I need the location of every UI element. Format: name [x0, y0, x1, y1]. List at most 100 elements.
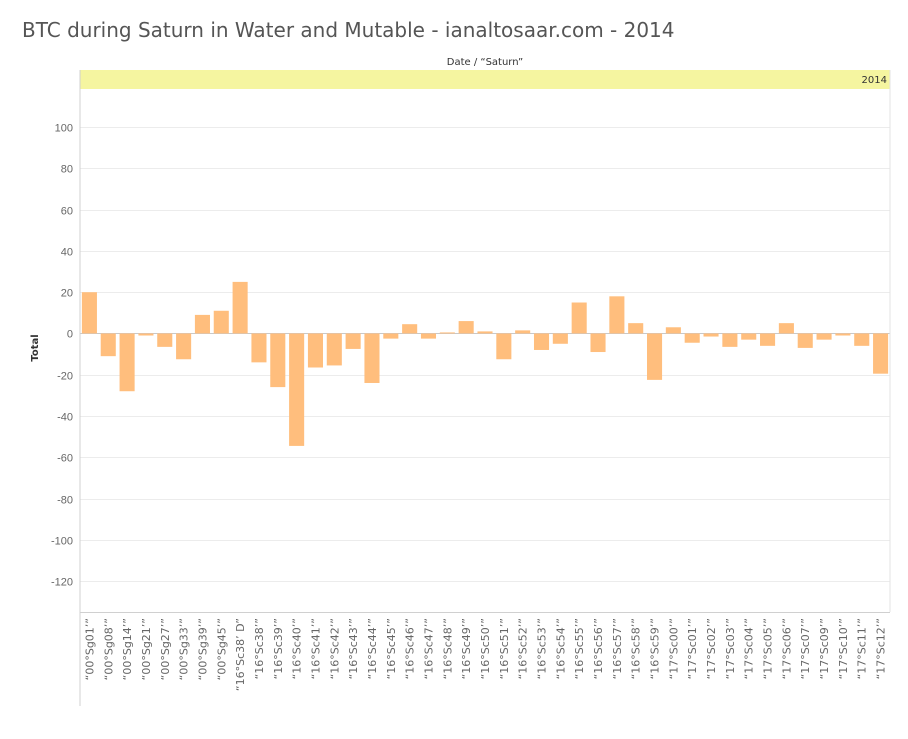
bar[interactable] — [458, 321, 474, 334]
y-tick-label: 80 — [61, 164, 73, 176]
bar[interactable] — [383, 333, 399, 339]
bar[interactable] — [364, 333, 380, 383]
bar[interactable] — [533, 333, 550, 350]
y-tick-label: -100 — [51, 536, 73, 548]
y-axis-ticks: 100 80 60 40 20 0 -20 -40 -60 -80 -100 -120 — [51, 123, 73, 589]
x-tick-label: “17°Sc05’” — [762, 618, 775, 679]
bar[interactable] — [402, 324, 418, 334]
bar[interactable] — [552, 333, 568, 344]
bar[interactable] — [81, 292, 97, 334]
bar[interactable] — [816, 333, 832, 340]
x-tick-label: “16°Sc49’” — [460, 618, 473, 679]
bars — [81, 281, 889, 446]
x-tick-label: “16°Sc52’” — [517, 618, 530, 679]
bar[interactable] — [270, 333, 286, 388]
x-tick-label: “17°Sc09’” — [818, 618, 831, 679]
bar[interactable] — [760, 333, 776, 346]
bar[interactable] — [647, 333, 663, 380]
y-tick-label: -80 — [57, 495, 73, 507]
x-tick-label: “16°Sc47’” — [423, 618, 436, 679]
bar[interactable] — [628, 323, 644, 334]
x-tick-label: “16°Sc51’” — [498, 618, 511, 679]
x-tick-label: “16°Sc39’” — [272, 618, 285, 679]
x-tick-label: “16°Sc38’ D” — [234, 618, 247, 691]
x-tick-label: “16°Sc45’” — [385, 618, 398, 679]
y-tick-label: 40 — [61, 247, 73, 259]
x-tick-label: “16°Sc38’” — [253, 618, 266, 679]
x-tick-label: “16°Sc53’” — [536, 618, 549, 679]
bar[interactable] — [194, 314, 210, 334]
x-tick-label: “16°Sc54’” — [554, 618, 567, 679]
x-tick-label: “00°Sg21’” — [140, 618, 153, 680]
x-tick-label: “16°Sc48’” — [441, 618, 454, 679]
x-tick-label: “16°Sc43’” — [347, 618, 360, 679]
x-tick-label: “00°Sg39’” — [196, 618, 209, 680]
bar[interactable] — [835, 333, 851, 336]
bar[interactable] — [703, 333, 719, 337]
x-tick-label: “16°Sc59’” — [649, 618, 662, 679]
bar[interactable] — [307, 333, 323, 368]
x-tick-label: “00°Sg27’” — [159, 618, 172, 680]
bar[interactable] — [232, 281, 248, 334]
y-tick-label: 60 — [61, 206, 73, 218]
bar[interactable] — [420, 333, 437, 339]
x-tick-label: “17°Sc06’” — [780, 618, 793, 679]
x-tick-label: “16°Sc40’” — [291, 618, 304, 679]
y-tick-label: -20 — [57, 371, 73, 383]
x-tick-label: “16°Sc57’” — [611, 618, 624, 679]
x-tick-label: “00°Sg33’” — [178, 618, 191, 680]
x-tick-label: “16°Sc50’” — [479, 618, 492, 679]
bar[interactable] — [571, 302, 587, 334]
bar[interactable] — [213, 310, 229, 334]
x-tick-label: “17°Sc12’” — [875, 618, 888, 679]
x-tick-label: “16°Sc56’” — [592, 618, 605, 679]
bar[interactable] — [854, 333, 870, 346]
bar[interactable] — [157, 333, 173, 347]
x-tick-label: “16°Sc44’” — [366, 618, 379, 679]
y-tick-label: 0 — [67, 329, 73, 341]
bar[interactable] — [100, 333, 116, 357]
x-tick-label: “17°Sc07’” — [799, 618, 812, 679]
x-tick-label: “17°Sc02’” — [705, 618, 718, 679]
x-tick-label: “17°Sc03’” — [724, 618, 737, 679]
x-tick-label: “00°Sg01’” — [83, 618, 96, 680]
bar[interactable] — [251, 333, 267, 363]
bar[interactable] — [176, 333, 192, 360]
y-tick-label: 20 — [61, 288, 73, 300]
x-tick-label: “16°Sc46’” — [404, 618, 417, 679]
x-tick-label: “17°Sc00’” — [667, 618, 680, 679]
bar[interactable] — [289, 333, 305, 446]
bar[interactable] — [119, 333, 135, 392]
y-axis-title: Total — [30, 334, 41, 361]
header-year: 2014 — [862, 75, 887, 86]
x-tick-label: “00°Sg14’” — [121, 618, 134, 680]
x-tick-label: “17°Sc04’” — [743, 618, 756, 679]
x-tick-label: “16°Sc55’” — [573, 618, 586, 679]
x-axis-ticks: “00°Sg01’” “00°Sg08’” “00°Sg14’” “00°Sg21’”… — [83, 618, 887, 691]
bar[interactable] — [684, 333, 700, 343]
bar[interactable] — [590, 333, 606, 353]
bar[interactable] — [477, 331, 493, 334]
bar[interactable] — [345, 333, 361, 349]
page-title: BTC during Saturn in Water and Mutable -… — [22, 18, 675, 42]
bar[interactable] — [873, 333, 889, 374]
bar[interactable] — [326, 333, 342, 366]
x-tick-label: “16°Sc58’” — [630, 618, 643, 679]
x-tick-label: “17°Sc11’” — [856, 618, 869, 679]
header-title: Date / “Saturn” — [447, 57, 523, 68]
bar[interactable] — [496, 333, 512, 360]
bar[interactable] — [722, 333, 738, 347]
bar[interactable] — [439, 332, 455, 334]
bar[interactable] — [778, 323, 794, 334]
x-tick-label: “00°Sg08’” — [102, 618, 115, 680]
bar[interactable] — [741, 333, 757, 340]
x-tick-label: “16°Sc42’” — [328, 618, 341, 679]
y-tick-label: -40 — [57, 412, 73, 424]
bar[interactable] — [665, 327, 681, 334]
bar[interactable] — [609, 296, 625, 334]
bar[interactable] — [515, 330, 531, 334]
bar[interactable] — [138, 333, 154, 336]
x-tick-label: “00°Sg45’” — [215, 618, 228, 680]
bar[interactable] — [797, 333, 813, 348]
